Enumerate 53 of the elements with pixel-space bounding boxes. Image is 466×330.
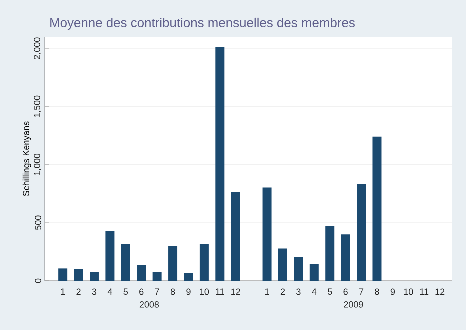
x-tick-label: 12 xyxy=(232,288,240,296)
bar xyxy=(262,188,272,281)
bar xyxy=(168,246,178,281)
bar xyxy=(58,268,68,281)
bar xyxy=(216,47,225,281)
x-tick-label: 5 xyxy=(124,288,128,296)
bar xyxy=(200,244,209,281)
bar xyxy=(121,244,130,281)
chart-title: Moyenne des contributions mensuelles des membres xyxy=(50,18,355,30)
x-tick-label: 1 xyxy=(265,288,270,295)
bar xyxy=(357,184,366,281)
bar xyxy=(341,234,350,281)
x-tick-label: 10 xyxy=(404,288,414,296)
bar xyxy=(137,265,146,281)
bar xyxy=(372,136,382,281)
y-axis-title: Schillings Kenyans xyxy=(22,122,32,196)
bar xyxy=(310,264,319,281)
bar xyxy=(74,269,84,281)
bar xyxy=(326,226,335,281)
x-tick-label: 11 xyxy=(420,288,429,295)
x-tick-label: 10 xyxy=(200,288,210,296)
bar xyxy=(106,231,115,281)
bar xyxy=(184,272,194,281)
x-tick-label: 8 xyxy=(375,288,380,296)
x-tick-label: 3 xyxy=(296,288,301,296)
bar xyxy=(152,272,162,281)
x-tick-label: 8 xyxy=(170,288,176,296)
y-tick-label: 500 xyxy=(35,216,42,230)
y-tick-label: 2,000 xyxy=(34,38,42,60)
x-tick-label: 9 xyxy=(186,288,191,296)
y-tick-label: 0 xyxy=(35,278,42,284)
x-tick-label: 12 xyxy=(436,288,445,296)
x-tick-label: 11 xyxy=(216,288,224,295)
bar xyxy=(278,248,288,281)
x-tick-label: 4 xyxy=(312,288,317,295)
x-tick-label: 2 xyxy=(76,288,81,296)
y-tick-label: 1,000 xyxy=(34,154,42,176)
x-tick-label: 6 xyxy=(344,288,348,296)
x-tick-label: 3 xyxy=(92,288,97,296)
y-tick-label: 1,500 xyxy=(34,96,42,118)
x-tick-label: 2 xyxy=(280,288,286,296)
x-tick-label: 1 xyxy=(61,288,66,295)
bar xyxy=(90,272,99,281)
text: 2008 xyxy=(140,302,160,308)
bar xyxy=(231,192,240,281)
x-tick-label: 4 xyxy=(108,288,112,295)
x-tick-label: 7 xyxy=(155,288,160,295)
x-tick-label: 5 xyxy=(328,288,332,296)
x-tick-label: 7 xyxy=(359,288,364,295)
x-tick-label: 9 xyxy=(390,288,396,296)
x-tick-label: 6 xyxy=(140,288,144,296)
text: 2009 xyxy=(344,302,364,308)
bar xyxy=(294,257,304,281)
